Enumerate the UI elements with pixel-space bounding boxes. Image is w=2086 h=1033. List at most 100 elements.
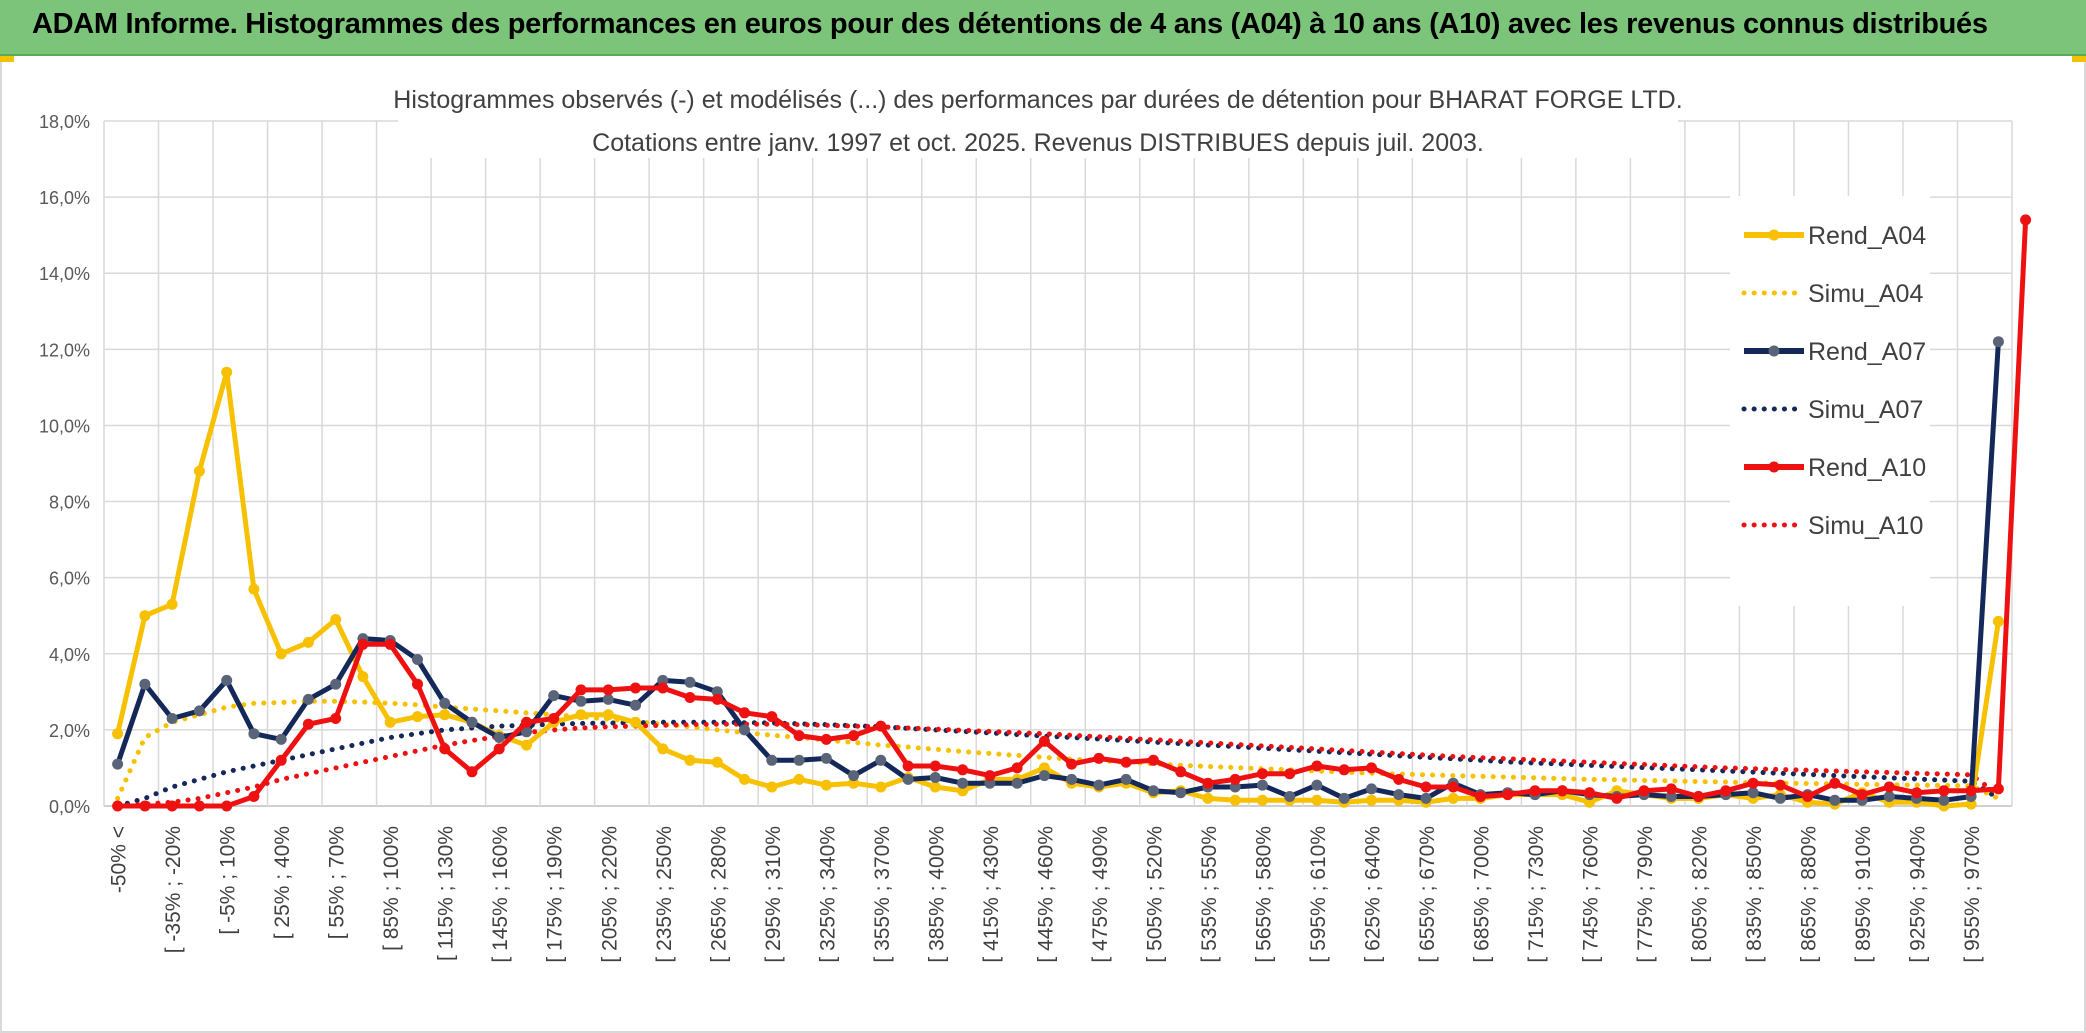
x-tick-label: [ 805% ; 820%	[1689, 826, 1712, 963]
data-point	[1093, 779, 1105, 791]
data-point	[902, 773, 914, 785]
data-point	[1147, 785, 1159, 797]
legend-label: Rend_A10	[1808, 454, 1926, 482]
data-point	[275, 754, 287, 766]
data-point	[1529, 785, 1541, 797]
legend-marker	[1768, 461, 1780, 473]
data-point	[2020, 214, 2032, 226]
data-point	[684, 692, 696, 703]
y-tick-label: 4,0%	[49, 645, 90, 665]
data-point	[848, 770, 860, 782]
data-point	[575, 695, 587, 707]
corner-accent-right	[2072, 56, 2086, 62]
data-point	[221, 800, 233, 812]
series-rend-a10	[112, 214, 2032, 812]
data-point	[384, 716, 396, 728]
x-tick-label: [ 655% ; 670%	[1416, 826, 1439, 963]
data-point	[1038, 735, 1050, 747]
data-point	[112, 728, 124, 740]
data-point	[1229, 773, 1241, 785]
legend: Rend_A04 Simu_A04 Rend_A07 Simu_A07 Rend_A10…	[1730, 196, 1930, 606]
x-tick-label: [ 355% ; 370%	[871, 826, 894, 963]
data-point	[466, 766, 478, 778]
legend-label: Rend_A07	[1808, 338, 1926, 366]
data-point	[739, 724, 750, 736]
data-point	[166, 713, 178, 724]
data-point	[1093, 752, 1105, 764]
data-point	[820, 733, 832, 745]
series-line	[115, 369, 2001, 809]
x-tick-label: [ 295% ; 310%	[762, 826, 785, 963]
data-point	[1311, 779, 1323, 791]
data-point	[1366, 783, 1377, 795]
data-point	[1584, 796, 1595, 808]
data-point	[521, 726, 532, 738]
data-point	[112, 800, 124, 812]
data-point	[739, 707, 750, 719]
corner-accent-left	[0, 56, 14, 62]
data-point	[1338, 792, 1350, 804]
series-simu-a07	[115, 719, 2001, 809]
x-axis: -50% < [ -35% ; -20% [ -5% ; 10% [ 25% ; 40…	[108, 826, 1984, 963]
data-point	[1992, 336, 2004, 348]
series-line	[115, 719, 2001, 809]
data-point	[820, 779, 832, 791]
data-point	[1066, 773, 1078, 785]
x-tick-label: [ 955% ; 970%	[1961, 826, 1984, 963]
data-point	[412, 678, 423, 690]
data-point	[139, 800, 151, 812]
data-point	[684, 676, 696, 688]
x-tick-label: [ 565% ; 580%	[1252, 826, 1275, 963]
data-point	[1883, 781, 1895, 793]
legend-background	[1730, 196, 1930, 606]
data-point	[1284, 768, 1296, 780]
data-point	[1147, 754, 1159, 766]
legend-label: Simu_A10	[1808, 512, 1923, 540]
data-point	[466, 716, 478, 728]
data-point	[221, 674, 233, 686]
data-point	[793, 754, 805, 766]
x-tick-label: [ 895% ; 910%	[1852, 826, 1875, 963]
data-point	[302, 693, 314, 705]
x-tick-label: [ 235% ; 250%	[653, 826, 676, 963]
data-point	[984, 770, 996, 782]
data-point	[1011, 762, 1023, 774]
data-point	[957, 777, 969, 789]
data-point	[902, 760, 914, 772]
header-banner: ADAM Informe. Histogrammes des performan…	[0, 0, 2086, 56]
data-point	[384, 638, 396, 650]
data-point	[439, 697, 451, 709]
data-point	[1938, 794, 1950, 806]
legend-marker	[1768, 345, 1780, 357]
y-tick-label: 6,0%	[49, 569, 90, 589]
data-point	[1311, 760, 1323, 772]
data-point	[875, 720, 887, 732]
chart-title-line2: Cotations entre janv. 1997 et oct. 2025.…	[592, 129, 1484, 157]
legend-label: Simu_A07	[1808, 396, 1923, 424]
data-point	[1366, 794, 1377, 806]
data-point	[1066, 758, 1078, 770]
legend-item-simu-a07: Simu_A07	[1741, 396, 1923, 424]
data-point	[1120, 756, 1132, 768]
data-point	[1774, 779, 1786, 791]
series-line	[115, 721, 2001, 809]
y-axis: 0,0% 2,0% 4,0% 6,0% 8,0% 10,0% 12,0% 14,0% 16,0%…	[39, 112, 90, 817]
legend-item-rend-a07: Rend_A07	[1744, 338, 1926, 366]
data-point	[1938, 785, 1950, 797]
data-point	[984, 777, 996, 789]
data-point	[521, 739, 532, 751]
data-point	[1175, 766, 1187, 778]
chart-title-background	[398, 74, 1678, 158]
banner-title: ADAM Informe. Histogrammes des performan…	[32, 8, 1988, 40]
y-tick-label: 14,0%	[39, 264, 90, 284]
y-tick-label: 12,0%	[39, 340, 90, 360]
data-point	[793, 730, 805, 742]
data-point	[166, 800, 178, 812]
data-point	[602, 684, 614, 696]
data-point	[1120, 773, 1132, 785]
data-point	[575, 684, 587, 696]
data-point	[657, 743, 669, 755]
chart-title-line1: Histogrammes observés (-) et modélisés (…	[393, 86, 1682, 114]
data-point	[1175, 787, 1187, 799]
data-point	[1883, 791, 1895, 802]
